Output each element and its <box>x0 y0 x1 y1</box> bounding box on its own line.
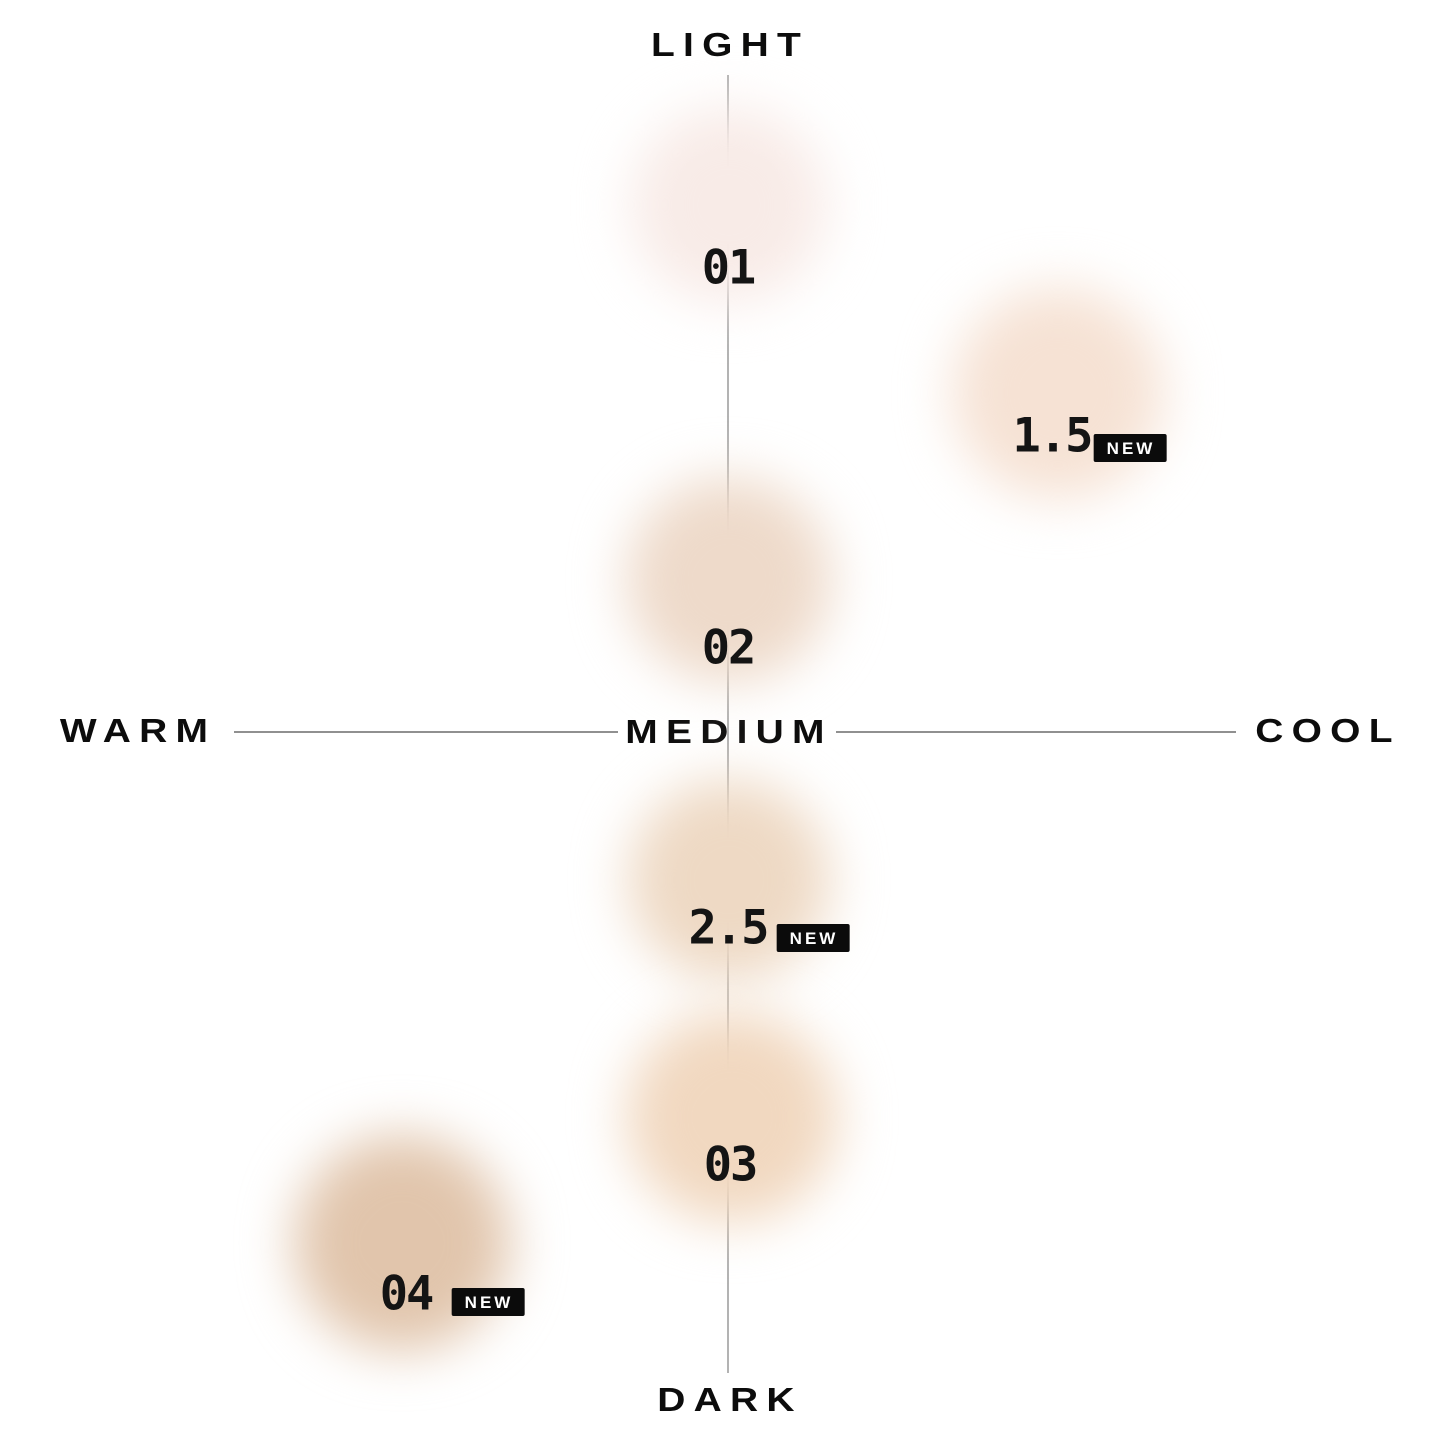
shade-swatch-circle <box>626 1011 838 1223</box>
shade-swatch-circle <box>952 287 1164 499</box>
axis-label-warm: WARM <box>59 712 217 749</box>
shade-label: 03 <box>703 1137 759 1193</box>
shade-swatch-circle <box>626 477 832 683</box>
shade-label: 1.5 <box>1012 408 1094 464</box>
new-badge: NEW <box>1093 434 1167 462</box>
shade-label: 02 <box>701 620 757 676</box>
axis-label-light: LIGHT <box>650 26 810 63</box>
shade-label: 01 <box>701 240 757 296</box>
new-badge: NEW <box>451 1288 525 1316</box>
horizontal-axis-line-left <box>234 731 618 733</box>
new-badge: NEW <box>776 924 850 952</box>
shade-label: 2.5 <box>688 900 770 956</box>
axis-label-dark: DARK <box>657 1381 803 1418</box>
axis-label-medium: MEDIUM <box>625 713 833 750</box>
axis-label-cool: COOL <box>1255 712 1401 749</box>
vertical-axis-line <box>727 75 729 1373</box>
shade-label: 04 <box>379 1266 435 1322</box>
shade-swatch-circle <box>631 107 827 303</box>
horizontal-axis-line-right <box>836 731 1236 733</box>
